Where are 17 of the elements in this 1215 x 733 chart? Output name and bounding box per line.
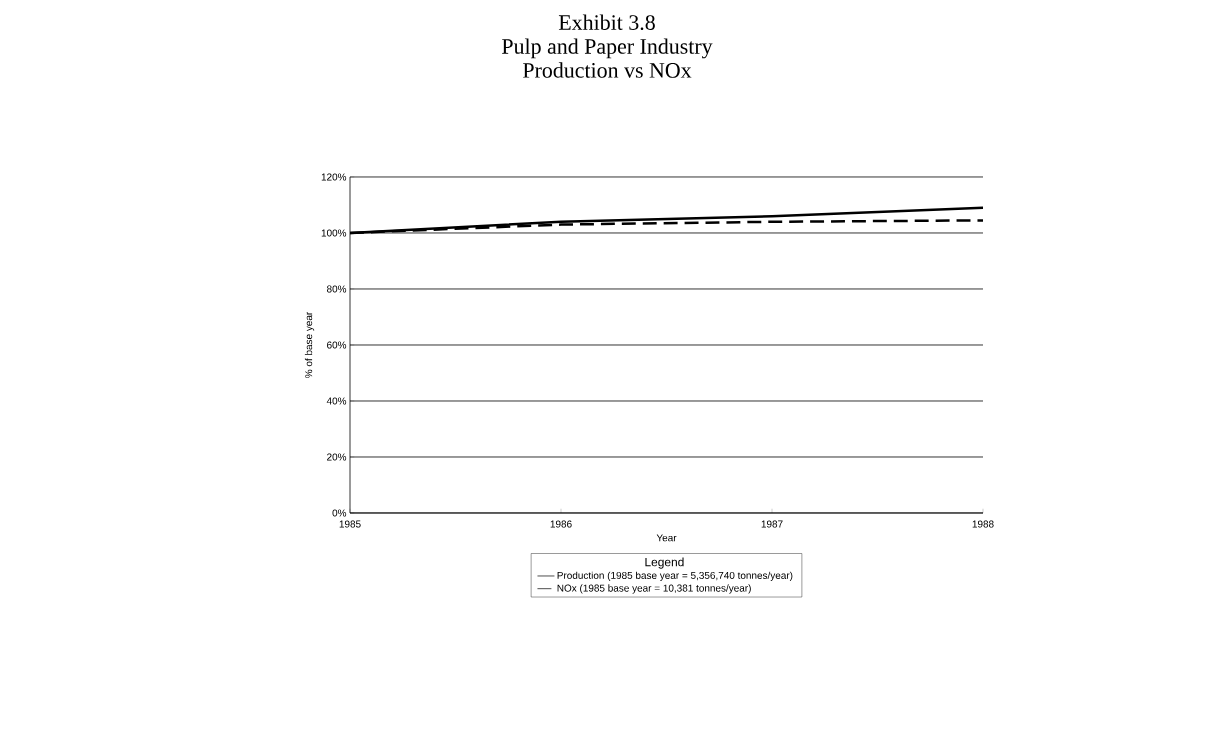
- y-tick-label: 60%: [327, 341, 347, 349]
- legend-title: Legend: [645, 557, 684, 569]
- y-tick-label: 80%: [326, 285, 347, 293]
- y-tick-label: 120%: [321, 173, 347, 181]
- y-tick-label: 0%: [332, 509, 347, 517]
- x-tick-label: 1987: [761, 520, 783, 528]
- y-tick-label: 20%: [327, 453, 347, 461]
- x-axis-title: Year: [656, 534, 677, 542]
- y-tick-label: 40%: [326, 397, 347, 405]
- y-tick-label: 100%: [321, 229, 347, 237]
- legend-label: NOx (1985 base year = 10,381 tonnes/year): [557, 584, 751, 594]
- x-tick-label: 1985: [339, 520, 361, 528]
- x-tick-label: 1988: [972, 520, 994, 528]
- legend-label: Production (1985 base year = 5,356,740 tonnes/year): [557, 571, 793, 581]
- y-axis-title: % of base year: [304, 311, 315, 378]
- chart-title: Exhibit 3.8 Pulp and Paper Industry Production vs NOx: [502, 14, 713, 78]
- x-tick-label: 1986: [550, 520, 572, 528]
